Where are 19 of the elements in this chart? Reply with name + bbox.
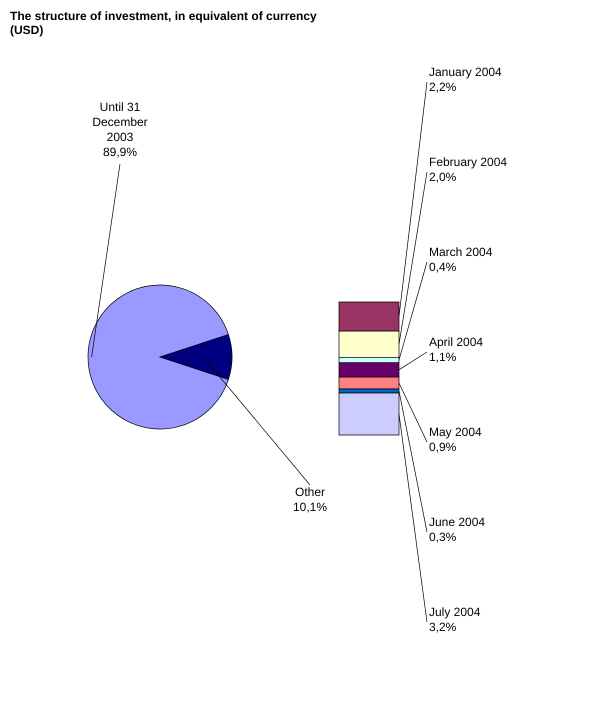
text: May 2004 xyxy=(429,425,482,439)
slice-label: Other xyxy=(294,485,326,499)
data-label: 2,0% xyxy=(429,170,457,184)
data-label: 10,1% xyxy=(292,500,328,514)
data-label: 0,3% xyxy=(429,530,457,544)
data-label: 2,2% xyxy=(429,80,457,94)
chart-title: The structure of investment, in equivalent of currency (USD) xyxy=(10,9,318,37)
text: March 2004 xyxy=(429,245,493,259)
text: April 2004 xyxy=(429,335,484,349)
data-label: 3,2% xyxy=(429,620,457,634)
data-label: 89,9% xyxy=(102,145,138,159)
data-label: 1,1% xyxy=(429,350,457,364)
data-label: 0,4% xyxy=(429,260,457,274)
text: January 2004 xyxy=(429,65,502,79)
slice-label: Until 31 December 2003 xyxy=(92,100,148,144)
data-label: 0,9% xyxy=(429,440,457,454)
text: July 2004 xyxy=(429,605,481,619)
text: February 2004 xyxy=(429,155,508,169)
text: June 2004 xyxy=(429,515,486,529)
